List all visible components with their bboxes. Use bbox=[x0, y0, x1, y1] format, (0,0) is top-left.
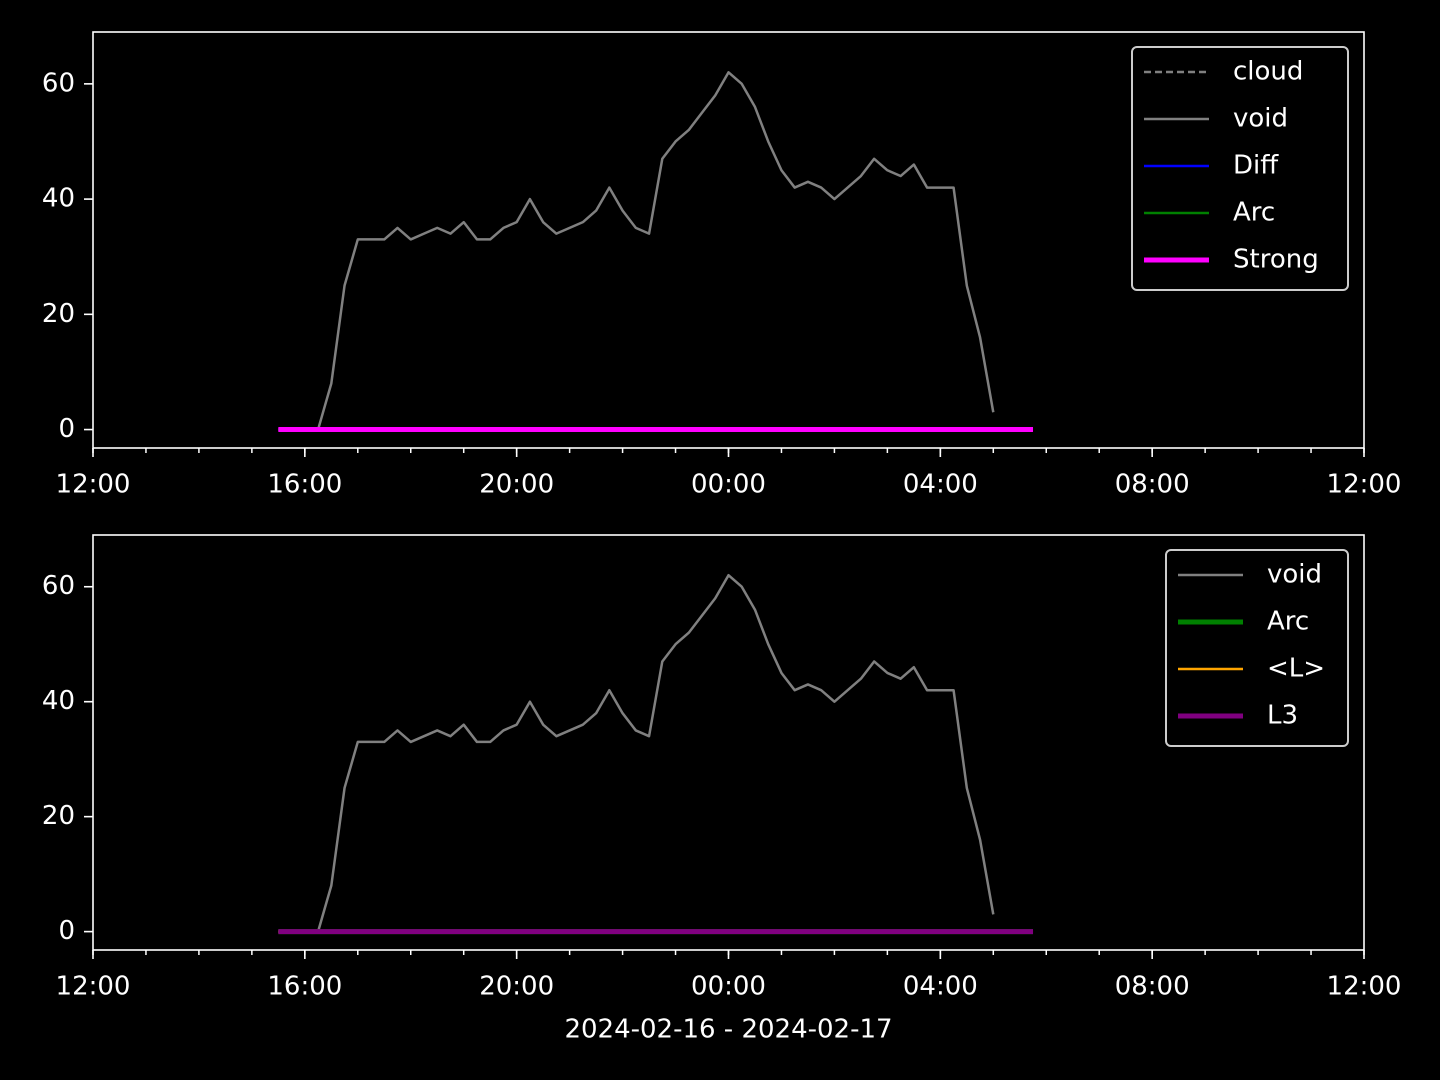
x-tick-label: 12:00 bbox=[1327, 972, 1402, 1002]
x-tick-label: 12:00 bbox=[56, 972, 131, 1002]
legend-label: <L> bbox=[1267, 654, 1325, 684]
legend-label: Strong bbox=[1233, 245, 1319, 275]
y-tick-label: 0 bbox=[58, 916, 75, 946]
y-tick-label: 20 bbox=[42, 299, 75, 329]
y-tick-label: 20 bbox=[42, 801, 75, 831]
legend-label: void bbox=[1233, 104, 1288, 134]
legend-label: Arc bbox=[1267, 607, 1309, 637]
legend-label: cloud bbox=[1233, 57, 1303, 87]
x-tick-label: 00:00 bbox=[691, 972, 766, 1002]
legend-label: L3 bbox=[1267, 701, 1298, 731]
y-tick-label: 60 bbox=[42, 571, 75, 601]
axes-frame bbox=[92, 31, 1365, 449]
x-tick-label: 20:00 bbox=[479, 470, 554, 500]
y-tick-label: 60 bbox=[42, 68, 75, 98]
legend-label: Diff bbox=[1233, 151, 1279, 181]
x-tick-label: 04:00 bbox=[903, 470, 978, 500]
axes-frame bbox=[92, 534, 1365, 951]
legend-label: void bbox=[1267, 560, 1322, 590]
series-line bbox=[278, 71, 995, 431]
x-tick-label: 00:00 bbox=[691, 470, 766, 500]
x-tick-label: 16:00 bbox=[267, 972, 342, 1002]
series-line bbox=[278, 573, 995, 933]
x-tick-label: 12:00 bbox=[56, 470, 131, 500]
x-tick-label: 08:00 bbox=[1115, 470, 1190, 500]
x-tick-label: 12:00 bbox=[1327, 470, 1402, 500]
x-axis-label: 2024-02-16 - 2024-02-17 bbox=[564, 1015, 892, 1045]
y-tick-label: 0 bbox=[58, 414, 75, 444]
x-tick-label: 20:00 bbox=[479, 972, 554, 1002]
x-tick-label: 08:00 bbox=[1115, 972, 1190, 1002]
x-tick-label: 16:00 bbox=[267, 470, 342, 500]
legend-box bbox=[1131, 46, 1349, 291]
legend-box bbox=[1165, 549, 1349, 747]
y-tick-label: 40 bbox=[42, 184, 75, 214]
legend-label: Arc bbox=[1233, 198, 1275, 228]
x-tick-label: 04:00 bbox=[903, 972, 978, 1002]
y-tick-label: 40 bbox=[42, 686, 75, 716]
